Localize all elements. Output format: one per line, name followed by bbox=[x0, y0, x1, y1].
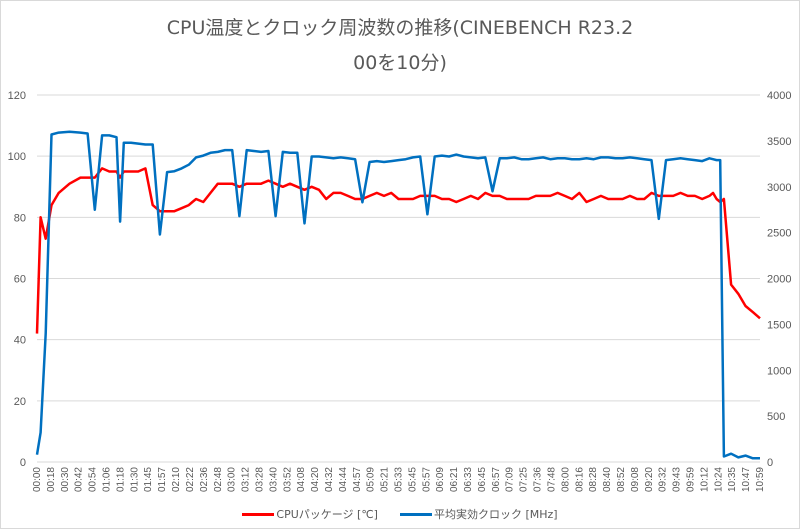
x-tick: 01:30 bbox=[129, 467, 140, 492]
y-right-tick: 3500 bbox=[767, 136, 791, 148]
x-tick: 10:12 bbox=[699, 467, 710, 492]
x-tick: 02:48 bbox=[213, 467, 224, 492]
y-left-tick: 80 bbox=[14, 212, 26, 224]
legend-label-clock: 平均実効クロック [MHz] bbox=[433, 508, 558, 521]
x-tick: 03:52 bbox=[282, 467, 293, 492]
x-axis: 00:00 00:18 00:30 00:42 00:54 01:06 01:18 01:30… bbox=[32, 467, 766, 492]
x-tick: 10:59 bbox=[755, 467, 766, 492]
x-tick: 10:35 bbox=[727, 467, 738, 492]
x-tick: 04:32 bbox=[324, 467, 335, 492]
x-tick: 04:44 bbox=[338, 467, 349, 492]
x-tick: 09:08 bbox=[630, 467, 641, 492]
series-lines bbox=[35, 130, 761, 460]
y-left-tick: 20 bbox=[14, 396, 26, 408]
x-tick: 00:30 bbox=[60, 467, 71, 492]
legend-item-cpu-temp[interactable]: CPUパッケージ [℃] bbox=[242, 506, 378, 522]
x-tick: 05:45 bbox=[407, 467, 418, 492]
y-right-tick: 3000 bbox=[767, 182, 791, 194]
x-tick: 04:20 bbox=[310, 467, 321, 492]
x-tick: 01:06 bbox=[102, 467, 113, 492]
x-tick: 05:57 bbox=[421, 467, 432, 492]
x-tick: 08:40 bbox=[602, 467, 613, 492]
x-tick: 10:24 bbox=[713, 467, 724, 492]
x-tick: 03:00 bbox=[227, 467, 238, 492]
y-right-tick: 1000 bbox=[767, 365, 791, 377]
legend-label-cpu-temp: CPUパッケージ [℃] bbox=[276, 508, 378, 521]
x-tick: 08:00 bbox=[560, 467, 571, 492]
series-line bbox=[35, 130, 760, 460]
chart-title-line-1: CPU温度とクロック周波数の推移(CINEBENCH R23.2 bbox=[166, 17, 634, 39]
x-tick: 00:18 bbox=[46, 467, 57, 492]
x-tick: 02:22 bbox=[185, 467, 196, 492]
legend: CPUパッケージ [℃] 平均実効クロック [MHz] bbox=[0, 506, 800, 522]
legend-swatch-blue bbox=[399, 512, 432, 516]
x-tick: 03:12 bbox=[241, 467, 252, 492]
x-tick: 00:54 bbox=[88, 467, 99, 492]
x-tick: 05:09 bbox=[366, 467, 377, 492]
chart-title-line-2: 00を10分) bbox=[353, 52, 447, 74]
x-tick: 05:33 bbox=[394, 467, 405, 492]
y-axis-left: 0 20 40 60 80 100 120 bbox=[8, 90, 26, 469]
y-right-tick: 2000 bbox=[767, 274, 791, 286]
gridlines bbox=[37, 94, 760, 463]
x-tick: 09:32 bbox=[658, 467, 669, 492]
x-tick: 09:43 bbox=[672, 467, 683, 492]
x-tick: 06:09 bbox=[435, 467, 446, 492]
y-left-tick: 0 bbox=[20, 457, 26, 469]
y-axis-right: 0 500 1000 1500 2000 2500 3000 3500 4000 bbox=[767, 90, 791, 469]
x-tick: 01:57 bbox=[157, 467, 168, 492]
y-right-tick: 4000 bbox=[767, 90, 791, 102]
x-tick: 06:33 bbox=[463, 467, 474, 492]
x-tick: 07:09 bbox=[505, 467, 516, 492]
x-tick: 07:48 bbox=[546, 467, 557, 492]
y-right-tick: 0 bbox=[767, 457, 773, 469]
y-right-tick: 2500 bbox=[767, 228, 791, 240]
x-tick: 10:47 bbox=[741, 467, 752, 492]
x-tick: 07:36 bbox=[533, 467, 544, 492]
x-tick: 05:21 bbox=[380, 467, 391, 492]
x-tick: 06:57 bbox=[491, 467, 502, 492]
legend-item-clock[interactable]: 平均実効クロック [MHz] bbox=[399, 506, 558, 522]
y-right-tick: 1500 bbox=[767, 319, 791, 331]
y-left-tick: 100 bbox=[8, 151, 26, 163]
x-tick: 08:16 bbox=[574, 467, 585, 492]
x-tick: 01:45 bbox=[143, 467, 154, 492]
x-tick: 06:21 bbox=[449, 467, 460, 492]
x-tick: 07:25 bbox=[519, 467, 530, 492]
x-tick: 03:40 bbox=[268, 467, 279, 492]
x-tick: 04:57 bbox=[352, 467, 363, 492]
x-tick: 02:36 bbox=[199, 467, 210, 492]
x-tick: 01:18 bbox=[115, 467, 126, 492]
x-tick: 02:10 bbox=[171, 467, 182, 492]
x-tick: 09:59 bbox=[685, 467, 696, 492]
x-tick: 06:45 bbox=[477, 467, 488, 492]
x-tick: 00:42 bbox=[74, 467, 85, 492]
y-left-tick: 60 bbox=[14, 274, 26, 286]
x-tick: 08:52 bbox=[616, 467, 627, 492]
x-tick: 00:00 bbox=[32, 467, 43, 492]
x-tick: 04:08 bbox=[296, 467, 307, 492]
x-tick: 08:28 bbox=[588, 467, 599, 492]
y-left-tick: 120 bbox=[8, 90, 26, 102]
y-right-tick: 500 bbox=[767, 411, 785, 423]
x-tick: 03:28 bbox=[254, 467, 265, 492]
series-line bbox=[35, 167, 761, 334]
y-left-tick: 40 bbox=[14, 335, 26, 347]
legend-swatch-red bbox=[242, 512, 275, 516]
x-tick: 09:20 bbox=[644, 467, 655, 492]
